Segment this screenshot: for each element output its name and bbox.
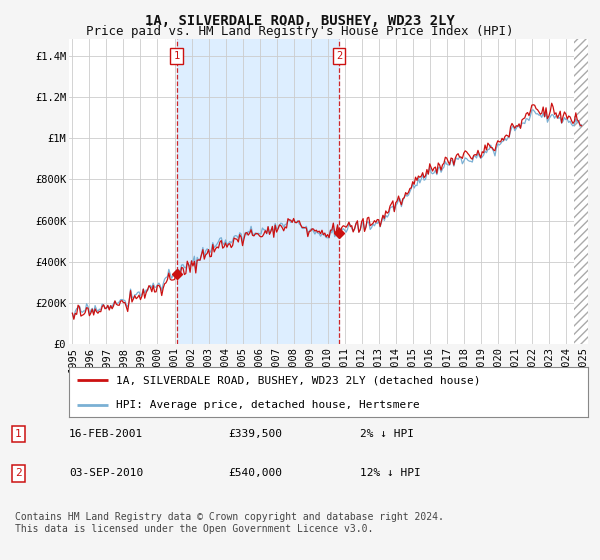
- Text: 1: 1: [15, 429, 22, 439]
- Text: 16-FEB-2001: 16-FEB-2001: [69, 429, 143, 439]
- Bar: [176, 39, 339, 344]
- Text: HPI: Average price, detached house, Hertsmere: HPI: Average price, detached house, Hert…: [116, 400, 419, 409]
- Text: 1: 1: [173, 51, 179, 61]
- Text: 2: 2: [15, 468, 22, 478]
- Text: £540,000: £540,000: [228, 468, 282, 478]
- Text: 1A, SILVERDALE ROAD, BUSHEY, WD23 2LY: 1A, SILVERDALE ROAD, BUSHEY, WD23 2LY: [145, 14, 455, 28]
- Text: 03-SEP-2010: 03-SEP-2010: [69, 468, 143, 478]
- Text: £339,500: £339,500: [228, 429, 282, 439]
- Polygon shape: [574, 39, 588, 344]
- Text: Price paid vs. HM Land Registry's House Price Index (HPI): Price paid vs. HM Land Registry's House …: [86, 25, 514, 38]
- Text: 2% ↓ HPI: 2% ↓ HPI: [360, 429, 414, 439]
- Text: 2: 2: [336, 51, 342, 61]
- Text: 12% ↓ HPI: 12% ↓ HPI: [360, 468, 421, 478]
- Text: Contains HM Land Registry data © Crown copyright and database right 2024.
This d: Contains HM Land Registry data © Crown c…: [15, 512, 444, 534]
- Text: 1A, SILVERDALE ROAD, BUSHEY, WD23 2LY (detached house): 1A, SILVERDALE ROAD, BUSHEY, WD23 2LY (d…: [116, 375, 480, 385]
